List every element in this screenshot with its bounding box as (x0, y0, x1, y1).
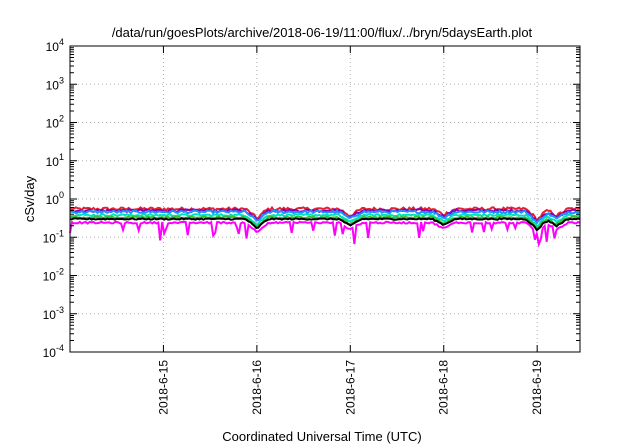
y-tick-label: 10-4 (43, 343, 64, 360)
x-axis-label: Coordinated Universal Time (UTC) (222, 429, 421, 444)
chart-title: /data/run/goesPlots/archive/2018-06-19/1… (112, 25, 533, 40)
x-tick-label: 2018-6-18 (437, 360, 451, 415)
series-line (69, 207, 581, 226)
y-axis-label: cSv/day (22, 175, 37, 222)
y-tick-label: 10-2 (43, 267, 64, 284)
x-tick-label: 2018-6-17 (343, 360, 357, 415)
series-line (69, 220, 581, 248)
x-axis: 2018-6-15 2018-6-16 2018-6-17 2018-6-18 2018… (156, 46, 544, 415)
y-tick-label: 102 (46, 114, 64, 131)
y-tick-label: 104 (46, 37, 64, 54)
y-tick-label: 10-1 (43, 228, 64, 245)
y-tick-label: 101 (46, 152, 64, 169)
series-line (69, 209, 581, 225)
series-line (70, 212, 581, 228)
y-tick-label: 100 (46, 190, 64, 207)
series-layer (69, 205, 581, 248)
x-tick-label: 2018-6-19 (530, 360, 544, 415)
y-axis: 10-4 10-3 10-2 10-1 100 101 102 103 104 (43, 37, 580, 360)
x-tick-label: 2018-6-15 (156, 360, 170, 415)
x-tick-label: 2018-6-16 (250, 360, 264, 415)
y-tick-label: 10-3 (43, 305, 64, 322)
y-tick-label: 103 (46, 75, 64, 92)
grid-lines (70, 46, 580, 352)
series-line (69, 217, 581, 232)
